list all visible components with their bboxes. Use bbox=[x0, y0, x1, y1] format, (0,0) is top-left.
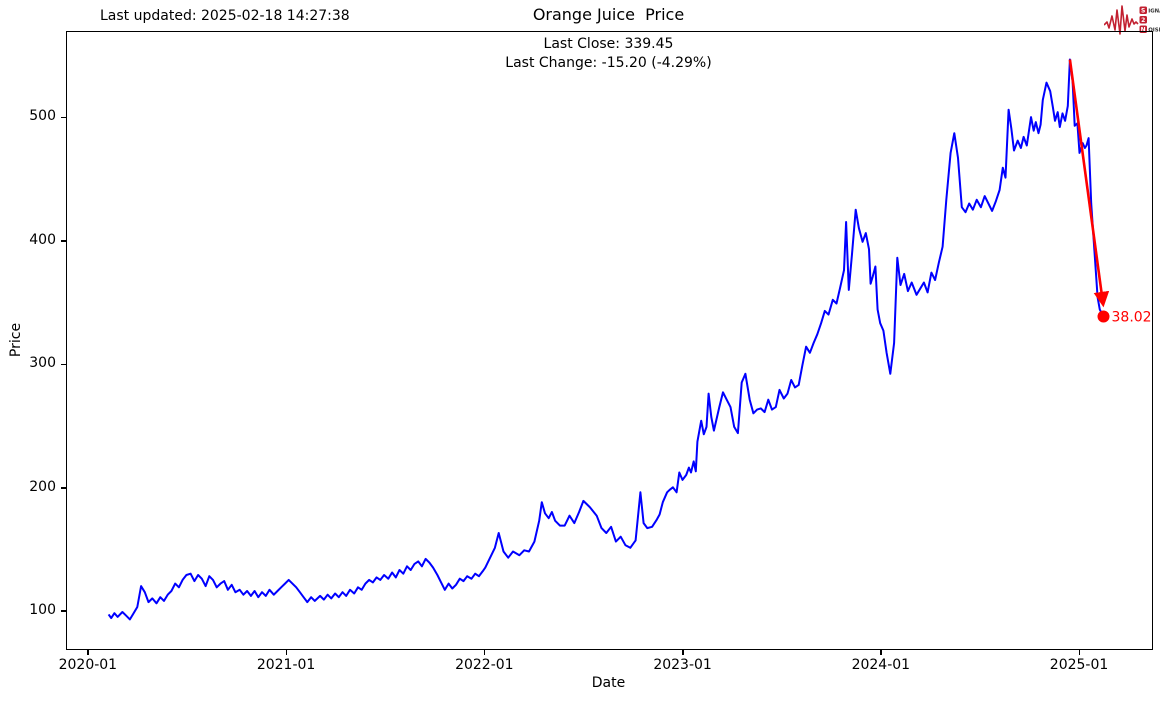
x-tick-mark bbox=[483, 649, 486, 655]
last-updated-text: Last updated: 2025-02-18 14:27:38 bbox=[100, 8, 350, 24]
x-axis-label: Date bbox=[591, 675, 626, 691]
x-tick-label: 2022-01 bbox=[455, 657, 514, 673]
x-tick-label: 2021-01 bbox=[256, 657, 316, 673]
waveform-icon bbox=[1104, 5, 1139, 35]
x-tick-mark bbox=[285, 649, 288, 655]
y-tick-label: 300 bbox=[29, 355, 56, 372]
y-tick-label: 100 bbox=[29, 601, 56, 618]
y-tick-label: 200 bbox=[29, 478, 56, 495]
y-tick-mark bbox=[61, 363, 66, 366]
svg-text:IGNAL: IGNAL bbox=[1148, 8, 1160, 14]
x-tick-label: 2023-01 bbox=[653, 657, 712, 673]
y-axis-label: Price bbox=[8, 322, 24, 358]
x-tick-label: 2020-01 bbox=[58, 657, 118, 673]
logo-row-signal: S IGNAL bbox=[1139, 6, 1160, 14]
plot-area: 38.02% bbox=[66, 31, 1153, 650]
x-tick-mark bbox=[87, 649, 89, 655]
y-tick-mark bbox=[61, 116, 66, 119]
x-tick-mark bbox=[682, 649, 684, 655]
svg-text:S: S bbox=[1141, 7, 1145, 14]
x-tick-label: 2024-01 bbox=[851, 657, 911, 673]
y-tick-mark bbox=[61, 240, 66, 242]
y-tick-mark bbox=[61, 610, 66, 612]
drawdown-arrow bbox=[1068, 59, 1110, 308]
price-line bbox=[107, 58, 1105, 621]
page-title: Orange Juice Price bbox=[532, 5, 685, 24]
x-tick-mark bbox=[1078, 649, 1081, 655]
y-tick-mark bbox=[61, 487, 66, 489]
y-tick-label: 400 bbox=[29, 231, 56, 248]
svg-text:2: 2 bbox=[1141, 17, 1145, 24]
svg-text:OISE: OISE bbox=[1148, 27, 1160, 33]
svg-text:N: N bbox=[1141, 26, 1146, 33]
x-tick-label: 2025-01 bbox=[1049, 657, 1109, 673]
last-close-dot bbox=[1097, 310, 1110, 323]
y-tick-label: 500 bbox=[29, 108, 56, 125]
drawdown-label: 38.02% bbox=[1112, 309, 1152, 325]
last-change-text: Last Change: -15.20 (-4.29%) bbox=[505, 55, 712, 71]
chart-subtitle: Last Close: 339.45 Last Change: -15.20 (… bbox=[66, 35, 1151, 73]
logo-row-2: 2 bbox=[1139, 16, 1147, 24]
last-close-text: Last Close: 339.45 bbox=[543, 36, 674, 52]
x-tick-mark bbox=[880, 649, 882, 655]
price-chart-svg: 38.02% bbox=[107, 58, 1152, 621]
